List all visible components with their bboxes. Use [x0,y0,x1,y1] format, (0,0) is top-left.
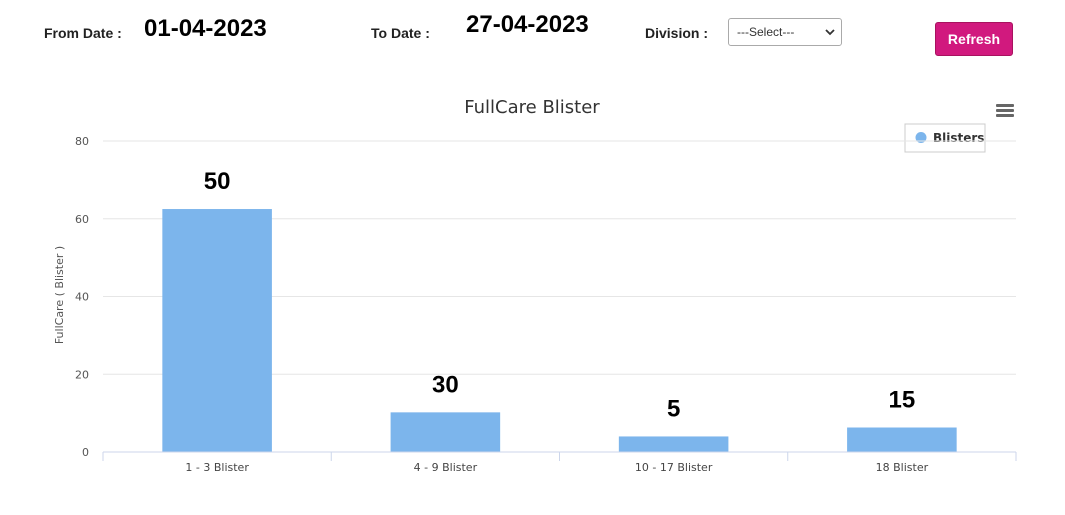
y-axis-title: FullCare ( Blister ) [53,246,66,344]
x-tick-label: 10 - 17 Blister [635,461,713,474]
data-label: 5 [667,395,680,422]
bar[interactable] [618,436,729,452]
y-tick-label: 60 [75,213,89,226]
y-tick-label: 0 [82,446,89,459]
bar-chart: FullCare Blister Blisters FullCare ( Bli… [53,97,1017,474]
legend-label: Blisters [933,131,984,145]
division-label: Division : [645,25,709,41]
refresh-button[interactable]: Refresh [935,22,1013,56]
legend-marker [915,132,927,143]
x-tick-label: 18 Blister [876,461,929,474]
division-selected-value: ---Select--- [737,25,795,39]
from-date-value[interactable]: 01-04-2023 [144,15,267,42]
x-tick-label: 1 - 3 Blister [185,461,249,474]
y-tick-label: 40 [75,291,89,304]
y-tick-label: 80 [75,135,89,148]
refresh-button-label: Refresh [947,31,1001,47]
y-tick-label: 20 [75,368,89,381]
bar[interactable] [162,209,272,452]
chart-menu-icon[interactable] [996,104,1014,117]
x-tick-label: 4 - 9 Blister [414,461,478,474]
data-label: 50 [204,168,231,195]
chart-title: FullCare Blister [464,97,600,118]
chevron-down-icon [825,29,835,36]
data-label: 30 [432,371,459,398]
to-date-value[interactable]: 27-04-2023 [466,11,589,38]
chart-legend[interactable]: Blisters [904,123,986,153]
from-date-label: From Date : [44,25,122,41]
to-date-label: To Date : [371,25,430,41]
division-select[interactable]: ---Select--- [728,18,842,46]
bar[interactable] [847,427,957,452]
data-label: 15 [889,387,916,414]
bar[interactable] [390,412,501,452]
